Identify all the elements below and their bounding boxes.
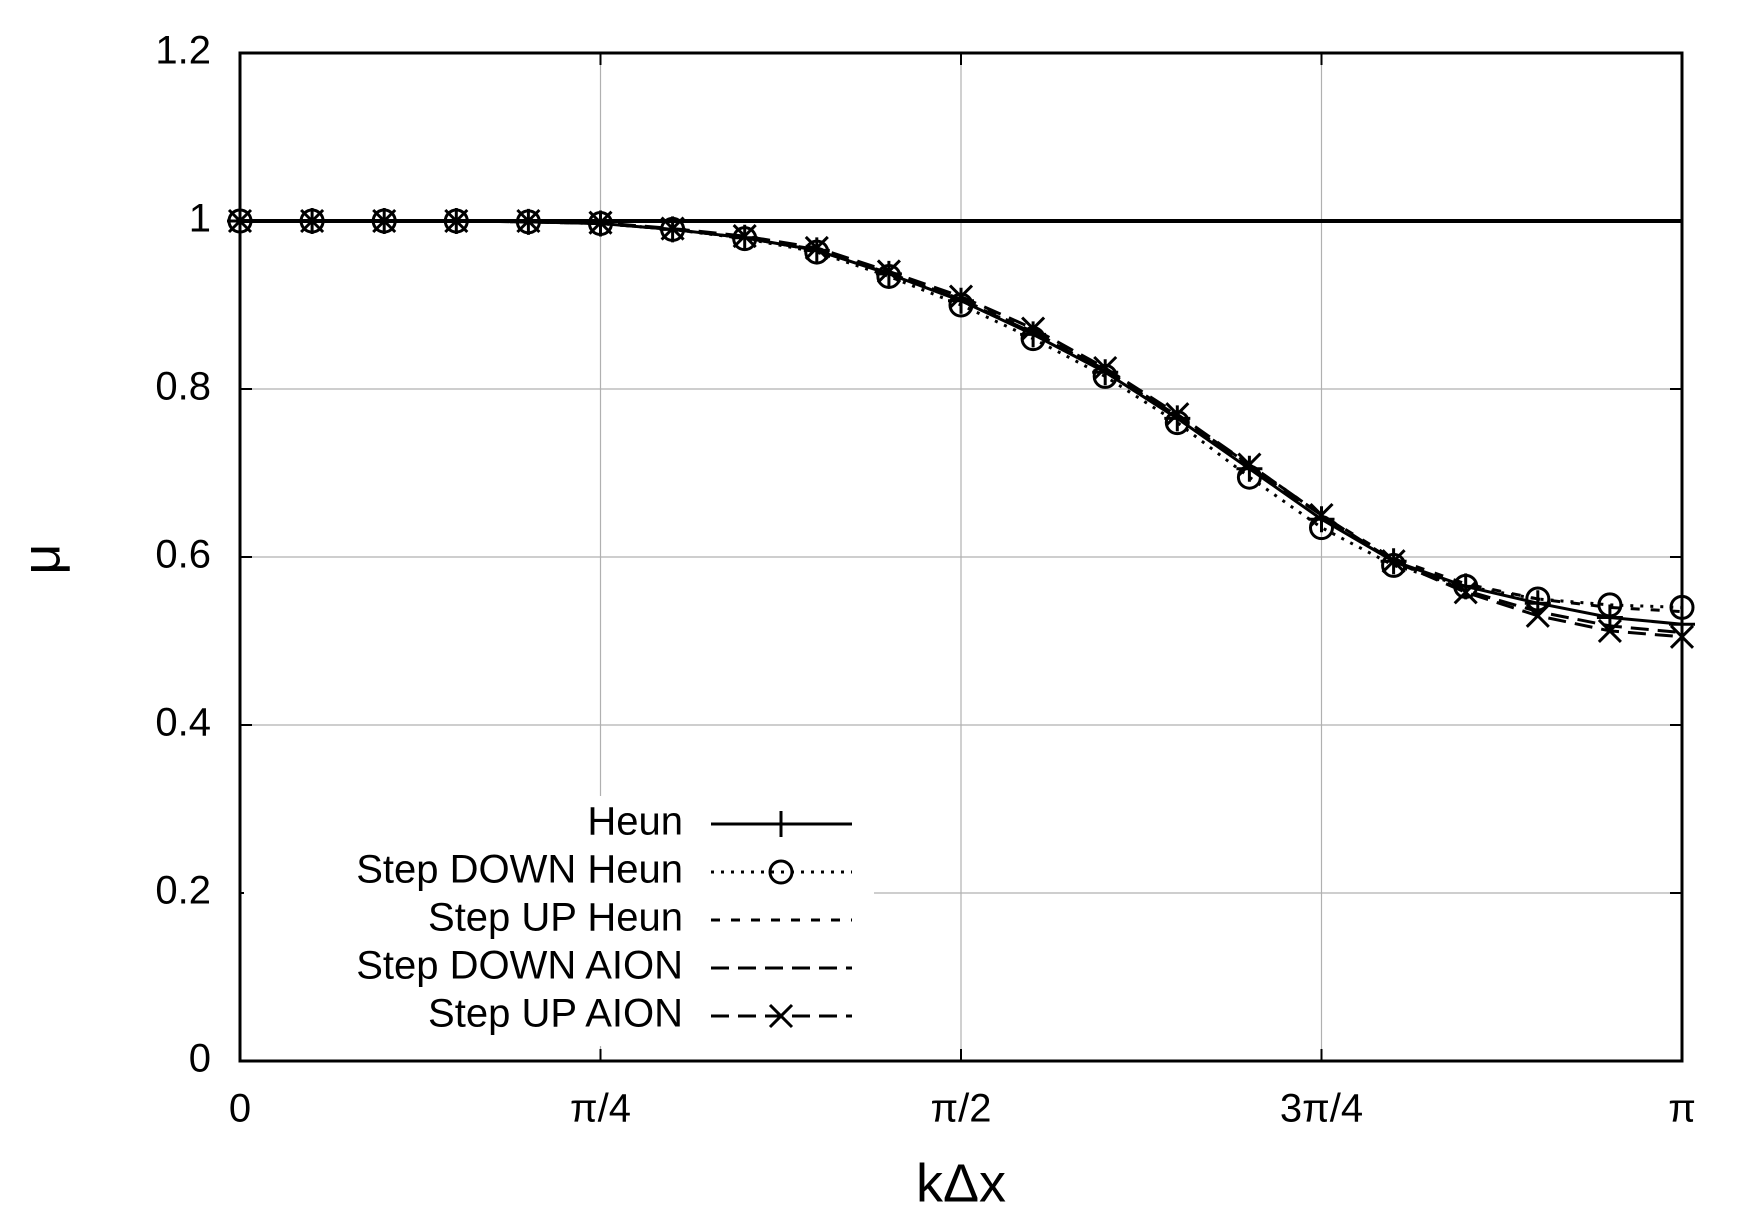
- marker: [1453, 580, 1478, 605]
- marker: [768, 859, 794, 885]
- marker: [1021, 316, 1046, 341]
- x-tick-label: π: [1668, 1087, 1696, 1131]
- y-tick-label: 0: [189, 1037, 211, 1081]
- legend-box: [244, 796, 874, 1046]
- marker: [948, 284, 974, 309]
- y-tick-label: 0.8: [155, 365, 211, 409]
- marker: [1525, 603, 1550, 628]
- marker: [444, 208, 469, 234]
- marker: [1381, 549, 1406, 574]
- marker: [1093, 355, 1118, 381]
- y-axis-label: μ: [11, 543, 71, 574]
- y-tick-label: 1: [189, 197, 211, 241]
- marker: [1597, 618, 1622, 643]
- marker: [300, 208, 325, 234]
- marker: [876, 259, 901, 284]
- marker: [1165, 402, 1190, 427]
- y-tick-label: 0.6: [155, 533, 211, 577]
- marker: [804, 235, 829, 260]
- series-line: [240, 219, 1683, 635]
- x-tick-label: 3π/4: [1280, 1087, 1363, 1131]
- y-tick-label: 0.4: [155, 701, 211, 745]
- x-tick-label: 0: [229, 1087, 251, 1131]
- marker: [804, 239, 830, 265]
- legend-label: Step DOWN AION: [356, 944, 683, 988]
- marker: [768, 1003, 794, 1029]
- marker: [371, 208, 397, 234]
- x-axis-label: kΔx: [916, 1153, 1006, 1213]
- marker: [768, 811, 794, 837]
- x-tick-label: π/4: [570, 1087, 631, 1131]
- legend-label: Heun: [587, 800, 683, 844]
- marker: [1309, 502, 1334, 528]
- legend-label: Step UP AION: [428, 992, 683, 1036]
- marker: [1237, 452, 1262, 477]
- x-tick-label: π/2: [931, 1087, 992, 1131]
- marker: [516, 208, 541, 234]
- marker: [732, 224, 757, 249]
- marker: [588, 210, 613, 235]
- series-line: [240, 219, 1683, 614]
- y-tick-label: 1.2: [155, 29, 211, 73]
- marker: [660, 216, 685, 241]
- y-tick-label: 0.2: [155, 869, 211, 913]
- marker: [588, 211, 614, 237]
- marker: [372, 208, 397, 234]
- marker: [1525, 586, 1551, 612]
- legend-label: Step DOWN Heun: [356, 848, 683, 892]
- plot-frame: [238, 51, 1684, 1063]
- legend-label: Step UP Heun: [428, 896, 683, 940]
